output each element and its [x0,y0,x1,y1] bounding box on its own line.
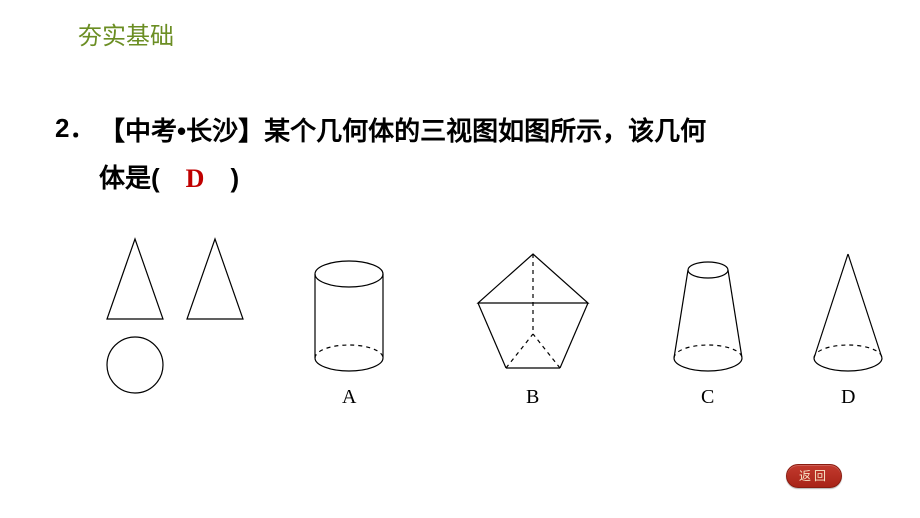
question-line2-pre: 体是( [99,163,186,193]
label-c: C [701,386,714,409]
three-view-triangle-1 [100,234,170,324]
label-d: D [841,386,855,409]
option-d-cone [808,250,888,376]
question-line2-post: ) [204,163,239,193]
option-a-cylinder [308,258,390,376]
figures-area: A B C D [80,230,860,420]
label-b: B [526,386,539,409]
option-b-prism [468,248,598,378]
option-c-frustum [668,258,748,376]
return-button[interactable]: 返回 [786,464,842,488]
section-header: 夯实基础 [78,16,174,51]
question-answer: D [186,164,205,193]
return-label: 返回 [799,469,829,483]
three-view-triangle-2 [180,234,250,324]
label-a: A [342,386,356,409]
header-text: 夯实基础 [78,24,174,50]
question-number: 2． [55,108,95,145]
three-view-circle [104,334,166,396]
question-line1: 【中考•长沙】某个几何体的三视图如图所示，该几何 [99,116,706,146]
question-text: 【中考•长沙】某个几何体的三视图如图所示，该几何 体是( D ) [99,108,865,203]
question-block: 2． 【中考•长沙】某个几何体的三视图如图所示，该几何 体是( D ) [55,108,865,203]
